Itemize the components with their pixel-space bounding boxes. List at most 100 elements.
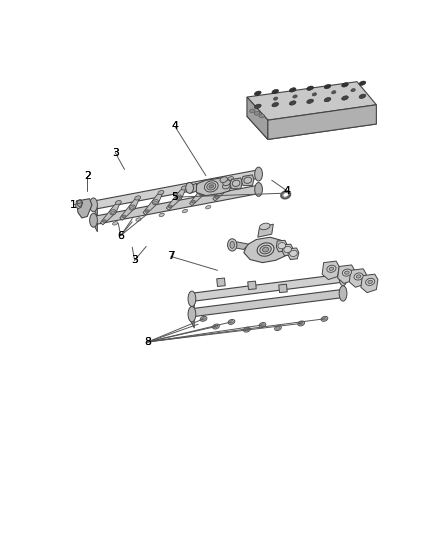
Text: 5: 5 — [172, 192, 178, 202]
Text: 3: 3 — [112, 148, 119, 158]
Ellipse shape — [223, 188, 227, 190]
Text: 2: 2 — [84, 171, 91, 181]
Text: 8: 8 — [145, 337, 151, 347]
Ellipse shape — [223, 183, 230, 189]
Ellipse shape — [214, 325, 218, 328]
Ellipse shape — [257, 243, 274, 256]
Ellipse shape — [275, 326, 281, 330]
Polygon shape — [241, 175, 254, 185]
Ellipse shape — [272, 90, 279, 94]
Ellipse shape — [111, 211, 115, 214]
Polygon shape — [176, 195, 182, 200]
Ellipse shape — [158, 190, 164, 195]
Ellipse shape — [230, 241, 235, 248]
Polygon shape — [166, 187, 187, 210]
Ellipse shape — [168, 205, 172, 208]
Ellipse shape — [351, 88, 355, 92]
Ellipse shape — [359, 94, 366, 99]
Ellipse shape — [324, 98, 331, 102]
Ellipse shape — [261, 324, 264, 326]
Ellipse shape — [342, 83, 348, 87]
Ellipse shape — [207, 183, 216, 190]
Ellipse shape — [284, 246, 292, 253]
Polygon shape — [322, 261, 339, 280]
Ellipse shape — [201, 318, 205, 320]
Ellipse shape — [250, 109, 255, 113]
Polygon shape — [191, 274, 346, 301]
Polygon shape — [232, 242, 248, 249]
Ellipse shape — [188, 306, 196, 322]
Ellipse shape — [220, 177, 227, 182]
Polygon shape — [288, 248, 299, 260]
Polygon shape — [247, 97, 268, 140]
Polygon shape — [191, 309, 194, 328]
Text: 4: 4 — [172, 122, 178, 131]
Ellipse shape — [339, 286, 347, 301]
Polygon shape — [247, 101, 376, 140]
Ellipse shape — [182, 209, 187, 213]
Text: 6: 6 — [117, 231, 124, 241]
Ellipse shape — [307, 86, 314, 91]
Polygon shape — [230, 178, 242, 189]
Ellipse shape — [290, 251, 297, 256]
Ellipse shape — [215, 196, 219, 198]
Ellipse shape — [135, 196, 141, 200]
Polygon shape — [276, 240, 287, 252]
Text: 5: 5 — [171, 192, 178, 202]
Ellipse shape — [332, 91, 336, 94]
Polygon shape — [191, 289, 346, 317]
Ellipse shape — [188, 291, 196, 306]
Polygon shape — [190, 182, 210, 206]
Text: 1: 1 — [70, 200, 77, 210]
Ellipse shape — [254, 111, 260, 115]
Polygon shape — [349, 269, 366, 287]
Text: 4: 4 — [284, 186, 290, 196]
Ellipse shape — [113, 222, 118, 225]
Text: 8: 8 — [144, 337, 151, 347]
Ellipse shape — [312, 93, 317, 96]
Ellipse shape — [354, 273, 363, 280]
Text: 6: 6 — [117, 231, 124, 241]
Ellipse shape — [209, 185, 214, 188]
Ellipse shape — [245, 328, 249, 331]
Ellipse shape — [329, 267, 334, 270]
Ellipse shape — [181, 186, 187, 190]
Ellipse shape — [259, 114, 265, 118]
Ellipse shape — [290, 101, 296, 105]
Text: 7: 7 — [168, 252, 174, 262]
Polygon shape — [93, 170, 260, 209]
Ellipse shape — [262, 247, 268, 252]
Ellipse shape — [212, 324, 219, 329]
Ellipse shape — [255, 182, 262, 196]
Polygon shape — [217, 278, 225, 287]
Ellipse shape — [272, 102, 279, 107]
Ellipse shape — [223, 180, 230, 185]
Ellipse shape — [191, 200, 195, 203]
Text: 4: 4 — [171, 122, 178, 131]
Ellipse shape — [232, 180, 240, 187]
Ellipse shape — [345, 271, 349, 274]
Ellipse shape — [293, 95, 297, 98]
Ellipse shape — [177, 197, 180, 199]
Ellipse shape — [321, 317, 328, 321]
Ellipse shape — [244, 177, 251, 183]
Ellipse shape — [368, 280, 372, 284]
Ellipse shape — [244, 327, 251, 332]
Ellipse shape — [228, 239, 237, 251]
Polygon shape — [194, 178, 231, 196]
Ellipse shape — [200, 317, 207, 321]
Text: 3: 3 — [112, 148, 119, 158]
Polygon shape — [110, 209, 116, 215]
Ellipse shape — [298, 321, 304, 326]
Ellipse shape — [255, 167, 262, 181]
Ellipse shape — [159, 213, 164, 216]
Ellipse shape — [230, 321, 233, 323]
Text: 7: 7 — [167, 252, 175, 262]
Ellipse shape — [145, 210, 149, 212]
Ellipse shape — [356, 275, 361, 278]
Polygon shape — [247, 82, 376, 120]
Ellipse shape — [254, 91, 261, 95]
Text: 3: 3 — [131, 255, 138, 265]
Ellipse shape — [290, 88, 296, 92]
Ellipse shape — [343, 269, 352, 276]
